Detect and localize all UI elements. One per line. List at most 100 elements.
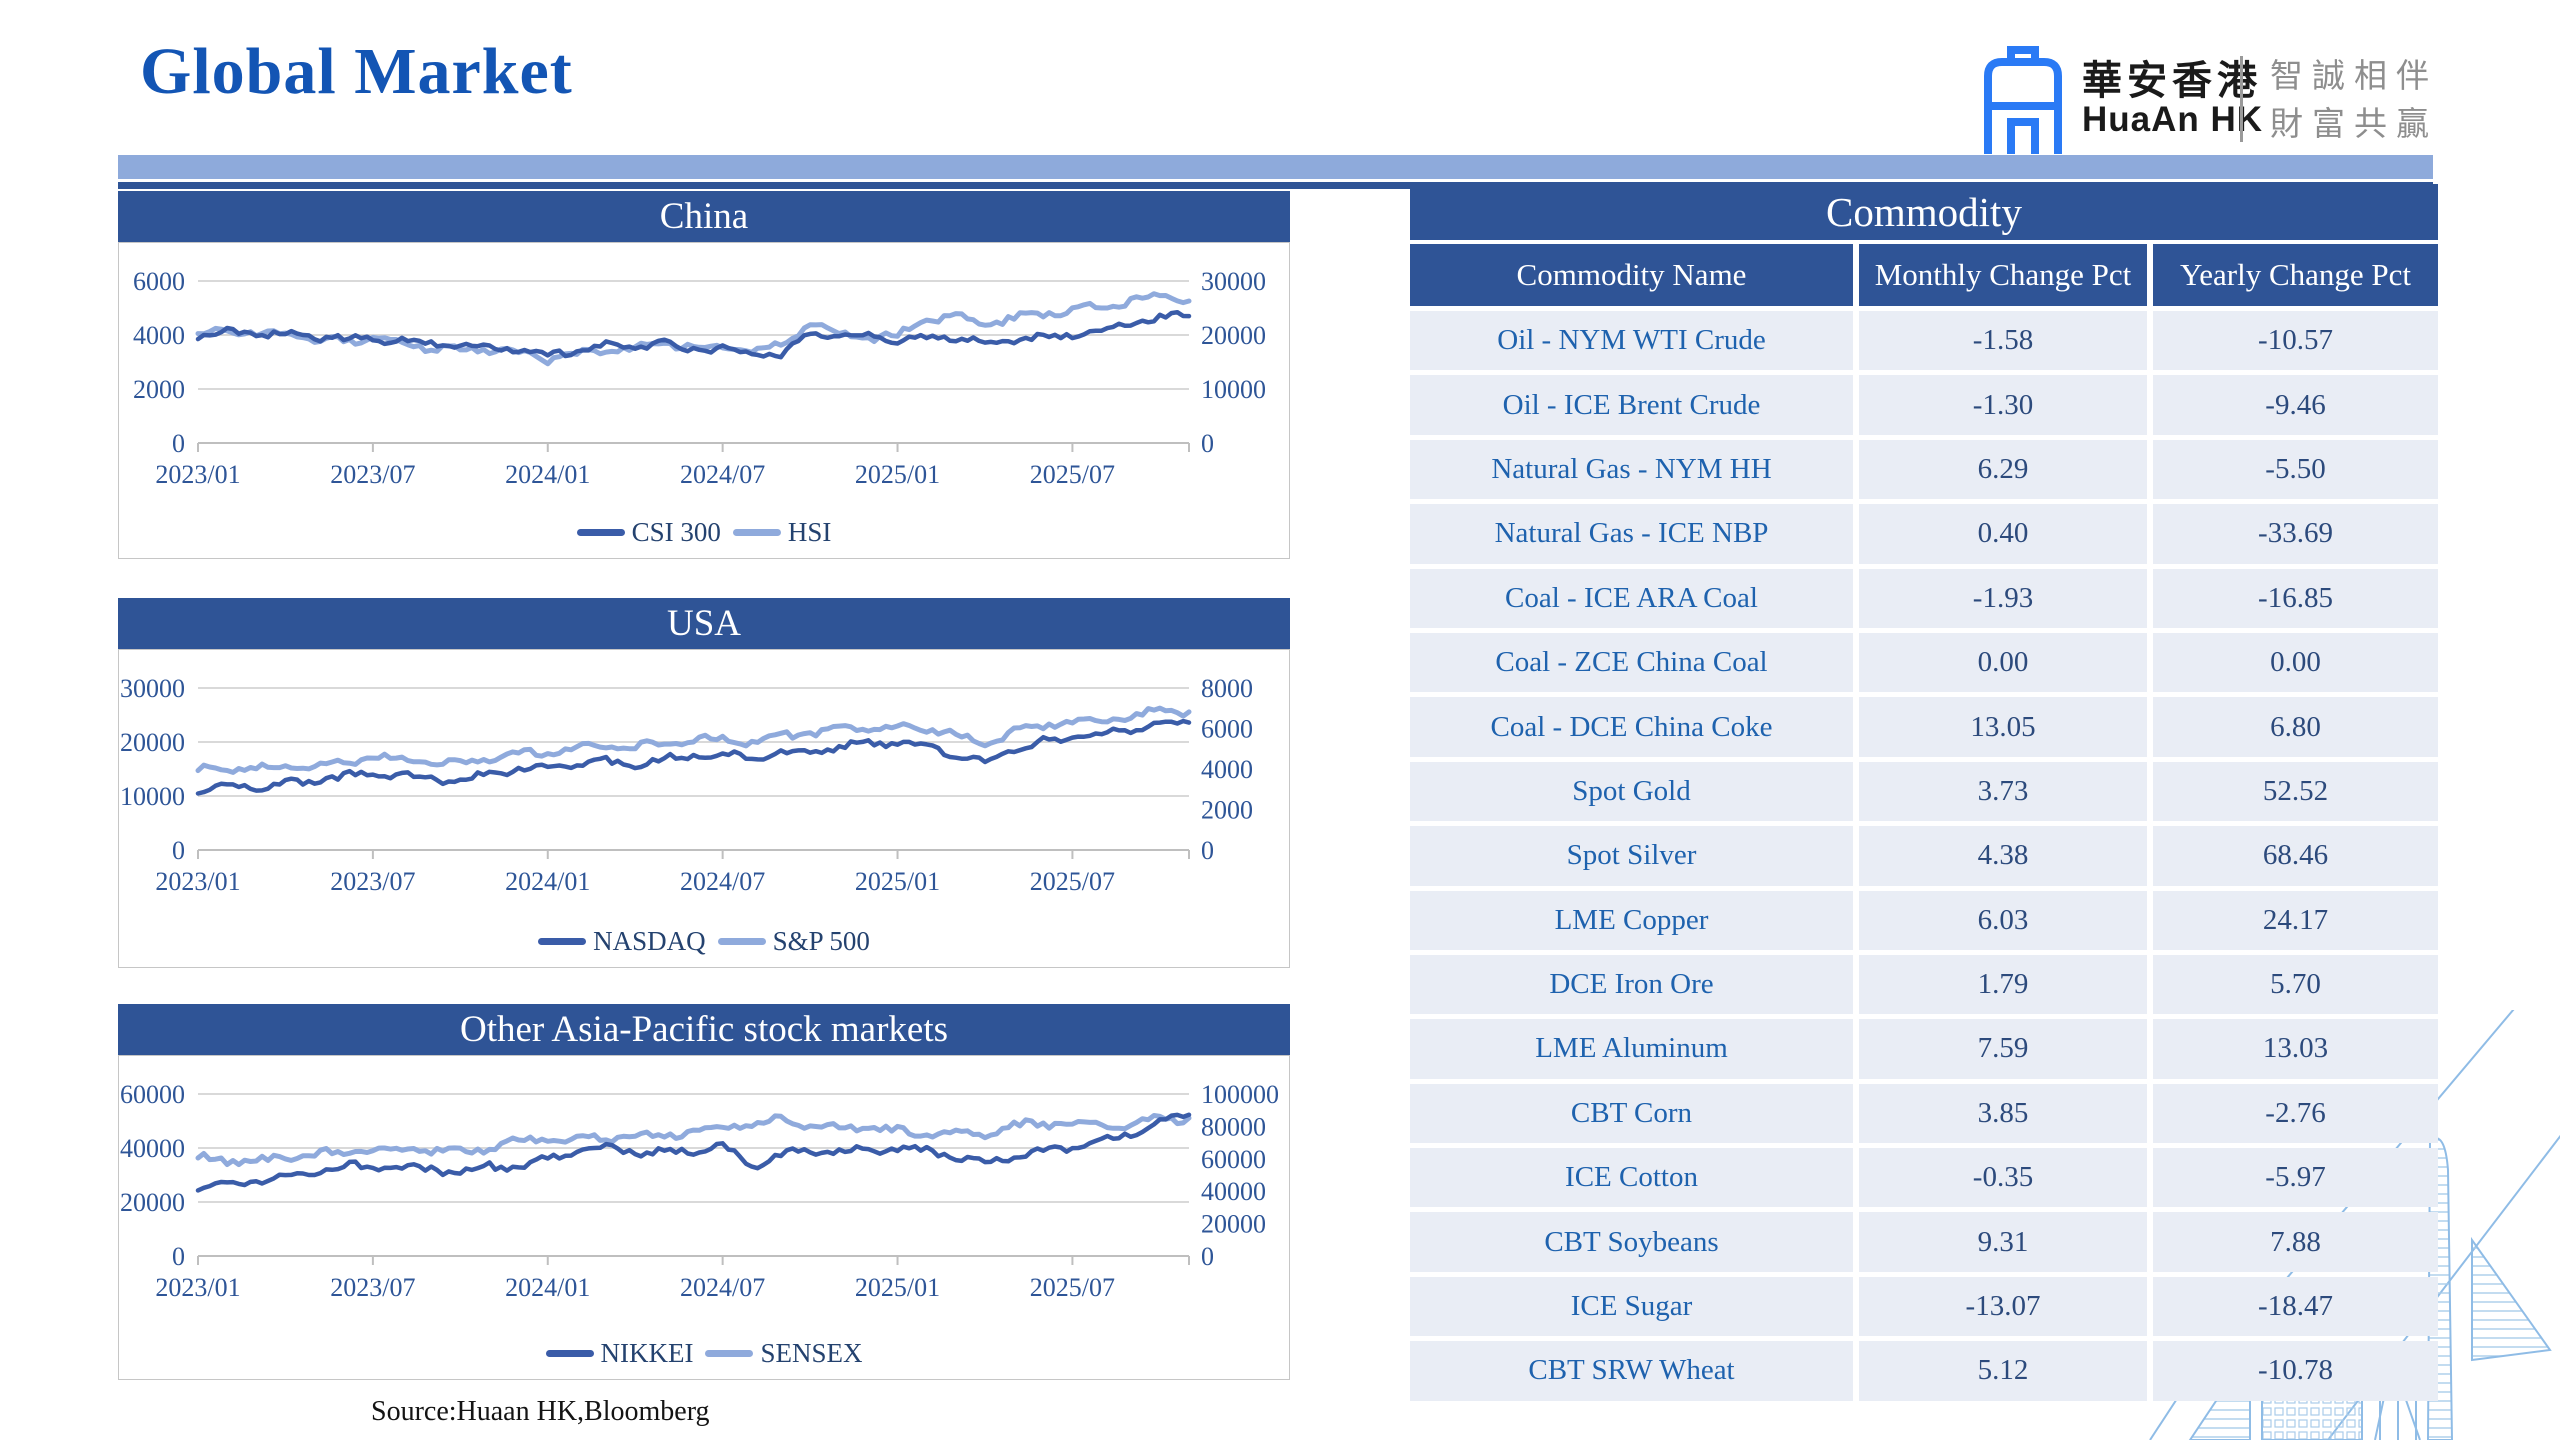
logo-tagline-line1: 智誠相伴 [2270, 57, 2438, 94]
chart-title-banner: USA [118, 598, 1290, 649]
commodity-name: ICE Cotton [1410, 1148, 1853, 1208]
commodity-name: Spot Silver [1410, 826, 1853, 886]
svg-text:2025/07: 2025/07 [1030, 1273, 1115, 1302]
svg-text:2025/01: 2025/01 [855, 867, 940, 896]
svg-text:6000: 6000 [133, 267, 185, 296]
legend-label: CSI 300 [631, 517, 721, 547]
svg-text:60000: 60000 [120, 1080, 185, 1109]
svg-text:10000: 10000 [120, 782, 185, 811]
commodity-name: ICE Sugar [1410, 1276, 1853, 1337]
commodity-name: Natural Gas - NYM HH [1410, 439, 1853, 500]
commodity-name: LME Aluminum [1410, 1019, 1853, 1079]
monthly-change-value: 6.29 [1859, 439, 2147, 500]
svg-text:60000: 60000 [1201, 1145, 1266, 1174]
chart-panel: 0 20000 40000 60000 0 20000 40000 60000 80000 100… [118, 1055, 1290, 1380]
chart-panel: 0 2000 4000 6000 0 10000 20000 30000 2023/01 2023… [118, 242, 1290, 559]
chart-title: Other Asia-Pacific stock markets [459, 1009, 949, 1050]
chart-card-usa: USA 0 10000 20000 30000 0 2000 4000 6000 8000 202… [118, 598, 1290, 968]
svg-text:40000: 40000 [1201, 1177, 1266, 1206]
yearly-change-value: -5.50 [2153, 439, 2438, 500]
column-header-monthly-change: Monthly Change Pct [1859, 244, 2147, 306]
commodity-name: Spot Gold [1410, 761, 1853, 822]
legend-item-nasdaq: NASDAQ [538, 926, 706, 957]
huaan-logo-icon [1984, 46, 2062, 154]
table-title-banner: Commodity [1410, 184, 2438, 240]
chart-legend: NIKKEI SENSEX [119, 1338, 1289, 1369]
yearly-change-value: -33.69 [2153, 504, 2438, 564]
header-band-dark [118, 182, 2433, 189]
svg-text:2024/01: 2024/01 [505, 867, 590, 896]
monthly-change-value: -1.58 [1859, 311, 2147, 371]
svg-text:2024/01: 2024/01 [505, 1273, 590, 1302]
monthly-change-value: 7.59 [1859, 1019, 2147, 1079]
commodity-table: Commodity Commodity Name Monthly Change … [1410, 184, 2438, 1401]
legend-label: NIKKEI [600, 1338, 694, 1368]
column-header-yearly-change: Yearly Change Pct [2153, 244, 2438, 306]
svg-text:80000: 80000 [1201, 1112, 1266, 1141]
commodity-name: CBT SRW Wheat [1410, 1341, 1853, 1401]
line-chart: 0 10000 20000 30000 0 2000 4000 6000 8000 2023/01… [120, 674, 1253, 896]
legend-swatch [576, 529, 625, 536]
svg-text:40000: 40000 [120, 1134, 185, 1163]
logo-tagline-line2: 財富共贏 [2270, 105, 2438, 142]
legend-label: NASDAQ [593, 926, 706, 956]
svg-text:0: 0 [1201, 1242, 1214, 1271]
svg-text:2023/07: 2023/07 [330, 460, 415, 489]
commodity-name: CBT Soybeans [1410, 1212, 1853, 1272]
source-note: Source:Huaan HK,Bloomberg [371, 1396, 710, 1427]
chart-title-banner: China [118, 191, 1290, 242]
logo-name-cn: 華安香港 [2082, 59, 2262, 103]
legend-item-nikkei: NIKKEI [545, 1338, 694, 1369]
svg-text:6000: 6000 [1201, 715, 1253, 744]
svg-text:10000: 10000 [1201, 375, 1266, 404]
commodity-name: Coal - DCE China Coke [1410, 697, 1853, 757]
svg-text:0: 0 [172, 429, 185, 458]
svg-text:0: 0 [1201, 836, 1214, 865]
yearly-change-value: 24.17 [2153, 890, 2438, 950]
svg-text:2024/07: 2024/07 [680, 867, 765, 896]
svg-text:4000: 4000 [133, 321, 185, 350]
monthly-change-value: 3.73 [1859, 761, 2147, 822]
monthly-change-value: 5.12 [1859, 1341, 2147, 1401]
chart-title: USA [666, 603, 742, 644]
svg-text:2023/01: 2023/01 [155, 460, 240, 489]
monthly-change-value: 0.40 [1859, 504, 2147, 564]
legend-label: SENSEX [760, 1338, 863, 1368]
svg-text:30000: 30000 [1201, 267, 1266, 296]
svg-text:20000: 20000 [1201, 1210, 1266, 1239]
commodity-name: Coal - ZCE China Coal [1410, 632, 1853, 693]
yearly-change-value: -18.47 [2153, 1276, 2438, 1337]
yearly-change-value: 68.46 [2153, 826, 2438, 886]
yearly-change-value: 5.70 [2153, 954, 2438, 1015]
legend-label: HSI [787, 517, 832, 547]
svg-text:2025/07: 2025/07 [1030, 460, 1115, 489]
commodity-name: Oil - ICE Brent Crude [1410, 375, 1853, 435]
yearly-change-value: 6.80 [2153, 697, 2438, 757]
column-header-commodity-name: Commodity Name [1410, 244, 1853, 306]
page-title: Global Market [140, 35, 573, 108]
chart-title-banner: Other Asia-Pacific stock markets [118, 1004, 1290, 1055]
monthly-change-value: 0.00 [1859, 632, 2147, 693]
svg-text:20000: 20000 [1201, 321, 1266, 350]
monthly-change-value: 6.03 [1859, 890, 2147, 950]
monthly-change-value: 4.38 [1859, 826, 2147, 886]
legend-item-s-p-500: S&P 500 [717, 926, 870, 957]
svg-text:4000: 4000 [1201, 755, 1253, 784]
yearly-change-value: 0.00 [2153, 632, 2438, 693]
svg-text:2025/07: 2025/07 [1030, 867, 1115, 896]
svg-text:2024/07: 2024/07 [680, 1273, 765, 1302]
yearly-change-value: -10.78 [2153, 1341, 2438, 1401]
logo-tagline: 智誠相伴 財富共贏 [2270, 52, 2438, 148]
yearly-change-value: -10.57 [2153, 311, 2438, 371]
monthly-change-value: -13.07 [1859, 1276, 2147, 1337]
svg-text:2024/07: 2024/07 [680, 460, 765, 489]
monthly-change-value: -1.93 [1859, 568, 2147, 628]
commodity-name: LME Copper [1410, 890, 1853, 950]
header-band-light [118, 155, 2433, 179]
svg-text:2023/07: 2023/07 [330, 1273, 415, 1302]
chart-card-asia-pacific: Other Asia-Pacific stock markets 0 20000 4… [118, 1004, 1290, 1380]
svg-text:0: 0 [1201, 429, 1214, 458]
commodity-name: Coal - ICE ARA Coal [1410, 568, 1853, 628]
yearly-change-value: 7.88 [2153, 1212, 2438, 1272]
